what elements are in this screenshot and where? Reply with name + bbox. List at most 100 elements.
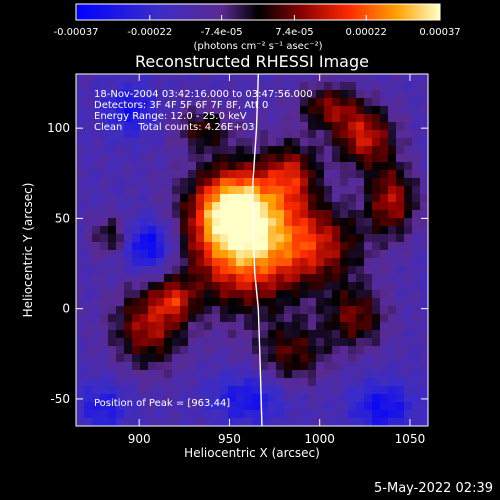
heatmap-cell [260, 378, 269, 387]
heatmap-cell [148, 74, 157, 83]
heatmap-cell [140, 330, 149, 339]
heatmap-cell [284, 114, 293, 123]
heatmap-cell [148, 170, 157, 179]
x-tick-label: 1050 [395, 432, 426, 446]
heatmap-cell [212, 330, 221, 339]
heatmap-cell [412, 154, 421, 163]
heatmap-cell [372, 170, 381, 179]
heatmap-cell [100, 378, 109, 387]
heatmap-cell [156, 322, 165, 331]
heatmap-cell [420, 130, 428, 139]
heatmap-cell [228, 170, 237, 179]
heatmap-cell [148, 338, 157, 347]
heatmap-cell [108, 90, 117, 99]
heatmap-cell [268, 178, 277, 187]
heatmap-cell [116, 386, 125, 395]
heatmap-cell [212, 386, 221, 395]
heatmap-cell [172, 234, 181, 243]
heatmap-cell [324, 290, 333, 299]
heatmap-cell [132, 290, 141, 299]
heatmap-cell [140, 106, 149, 115]
heatmap-cell [420, 290, 428, 299]
heatmap-cell [268, 314, 277, 323]
heatmap-cell [388, 378, 397, 387]
heatmap-cell [276, 394, 285, 403]
heatmap-cell [124, 346, 133, 355]
heatmap-cell [228, 378, 237, 387]
heatmap-cell [204, 202, 213, 211]
heatmap-cell [220, 394, 229, 403]
heatmap-cell [308, 234, 317, 243]
heatmap-cell [380, 306, 389, 315]
heatmap-cell [388, 410, 397, 419]
heatmap-cell [356, 250, 365, 259]
heatmap-cell [420, 122, 428, 131]
heatmap-cell [180, 354, 189, 363]
heatmap-cell [124, 146, 133, 155]
heatmap-cell [412, 290, 421, 299]
heatmap-cell [372, 138, 381, 147]
heatmap-cell [172, 346, 181, 355]
heatmap-cell [84, 418, 93, 426]
heatmap-cell [220, 338, 229, 347]
heatmap-cell [284, 162, 293, 171]
heatmap-cell [380, 346, 389, 355]
heatmap-cell [260, 130, 269, 139]
heatmap-cell [244, 290, 253, 299]
heatmap-cell [316, 194, 325, 203]
heatmap-cell [212, 218, 221, 227]
heatmap-cell [404, 314, 413, 323]
heatmap-cell [100, 138, 109, 147]
heatmap-cell [140, 274, 149, 283]
heatmap-cell [212, 362, 221, 371]
heatmap-cell [324, 362, 333, 371]
heatmap-cell [108, 402, 117, 411]
heatmap-cell [380, 74, 389, 83]
heatmap-cell [108, 418, 117, 426]
heatmap-cell [332, 290, 341, 299]
heatmap-cell [396, 130, 405, 139]
heatmap-cell [100, 218, 109, 227]
heatmap-cell [140, 266, 149, 275]
heatmap-cell [124, 394, 133, 403]
heatmap-cell [404, 242, 413, 251]
heatmap-cell [380, 146, 389, 155]
heatmap-cell [244, 338, 253, 347]
heatmap-cell [236, 186, 245, 195]
heatmap-cell [244, 226, 253, 235]
heatmap-cell [212, 410, 221, 419]
heatmap-cell [76, 202, 85, 211]
heatmap-cell [260, 266, 269, 275]
heatmap-cell [92, 234, 101, 243]
heatmap-cell [268, 194, 277, 203]
heatmap-cell [140, 362, 149, 371]
colorbar-tick-label: -0.00037 [54, 27, 99, 38]
heatmap-cell [92, 74, 101, 83]
heatmap-cell [364, 194, 373, 203]
heatmap-cell [396, 154, 405, 163]
heatmap-cell [196, 306, 205, 315]
heatmap-cell [316, 226, 325, 235]
heatmap-cell [204, 226, 213, 235]
colorbar-tick-label: -7.4e-05 [201, 27, 243, 38]
heatmap-cell [252, 394, 261, 403]
heatmap-cell [100, 418, 109, 426]
heatmap-cell [300, 386, 309, 395]
heatmap-cell [100, 186, 109, 195]
heatmap-cell [204, 394, 213, 403]
heatmap-cell [164, 322, 173, 331]
heatmap-cell [396, 266, 405, 275]
heatmap-cell [324, 266, 333, 275]
heatmap-cell [196, 282, 205, 291]
heatmap-cell [420, 210, 428, 219]
heatmap-cell [276, 322, 285, 331]
heatmap-cell [244, 162, 253, 171]
heatmap-cell [156, 394, 165, 403]
heatmap-cell [172, 330, 181, 339]
heatmap-cell [196, 210, 205, 219]
heatmap-cell [364, 338, 373, 347]
heatmap-cell [292, 82, 301, 91]
annotation-detectors: Detectors: 3F 4F 5F 6F 7F 8F, Att 0 [94, 100, 268, 111]
heatmap-cell [92, 138, 101, 147]
heatmap-cell [340, 210, 349, 219]
